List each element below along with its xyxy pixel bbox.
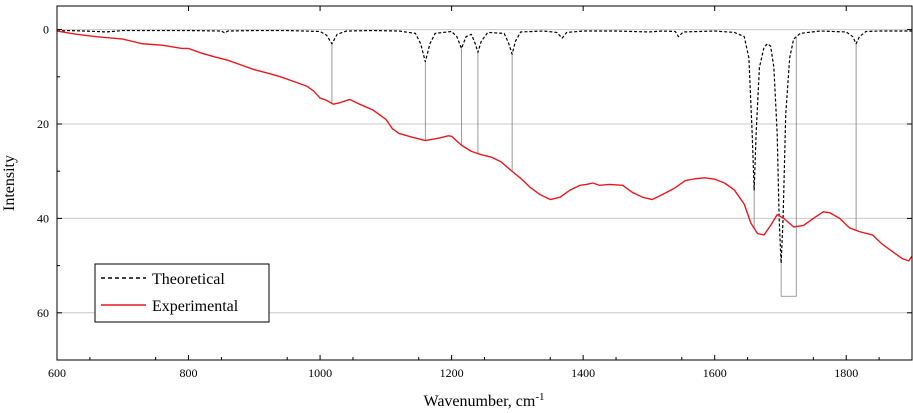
axes: 600 800 1000 1200 1400 1600 1800 0 20 40 60 <box>37 6 912 380</box>
series-experimental-line <box>56 30 913 262</box>
series-theoretical-line <box>56 29 912 264</box>
x-tick-label: 800 <box>180 366 198 380</box>
peak-bracket <box>780 226 797 297</box>
x-axis-title: Wavenumber, cm-1 <box>424 391 545 410</box>
y-tick-label: 0 <box>43 23 49 37</box>
legend-theoretical-label: Theoretical <box>152 271 225 288</box>
y-tick-label: 60 <box>37 306 49 320</box>
legend-experimental-label: Experimental <box>152 298 239 315</box>
legend-box <box>94 263 270 323</box>
peak-markers <box>331 36 857 297</box>
x-tick-label: 1800 <box>834 366 858 380</box>
y-tick-label: 20 <box>37 117 49 131</box>
series-lines <box>56 29 913 264</box>
legend: Theoretical Experimental <box>94 263 270 323</box>
y-axis-title: Intensity <box>1 155 18 211</box>
x-tick-label: 1000 <box>308 366 332 380</box>
x-tick-label: 600 <box>48 366 66 380</box>
y-tick-label: 40 <box>37 211 49 225</box>
x-tick-label: 1200 <box>440 366 464 380</box>
x-tick-label: 1600 <box>703 366 727 380</box>
x-tick-label: 1400 <box>571 366 595 380</box>
